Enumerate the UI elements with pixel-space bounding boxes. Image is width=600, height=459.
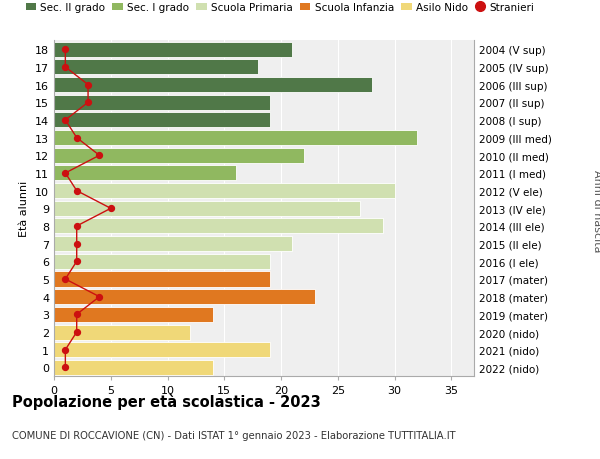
Point <box>72 329 82 336</box>
Bar <box>54 307 213 322</box>
Point <box>61 346 70 353</box>
Bar <box>54 290 315 304</box>
Bar <box>54 237 292 252</box>
Text: Anni di nascita: Anni di nascita <box>592 170 600 252</box>
Point <box>72 223 82 230</box>
Point <box>61 117 70 124</box>
Bar <box>54 43 292 58</box>
Point <box>83 82 93 89</box>
Point <box>72 188 82 195</box>
Point <box>72 241 82 248</box>
Point <box>61 276 70 283</box>
Bar <box>54 131 417 146</box>
Point <box>83 99 93 106</box>
Point <box>106 205 116 213</box>
Bar <box>54 95 269 111</box>
Bar <box>54 342 269 358</box>
Point <box>61 64 70 72</box>
Bar <box>54 360 213 375</box>
Bar <box>54 219 383 234</box>
Bar <box>54 254 269 269</box>
Bar <box>54 272 269 287</box>
Point <box>95 152 104 160</box>
Point <box>95 293 104 301</box>
Bar <box>54 148 304 163</box>
Bar <box>54 202 361 216</box>
Bar <box>54 184 395 199</box>
Text: Popolazione per età scolastica - 2023: Popolazione per età scolastica - 2023 <box>12 393 321 409</box>
Text: COMUNE DI ROCCAVIONE (CN) - Dati ISTAT 1° gennaio 2023 - Elaborazione TUTTITALIA: COMUNE DI ROCCAVIONE (CN) - Dati ISTAT 1… <box>12 431 455 440</box>
Point <box>61 170 70 177</box>
Bar <box>54 60 259 75</box>
Point <box>72 134 82 142</box>
Bar <box>54 113 269 128</box>
Legend: Sec. II grado, Sec. I grado, Scuola Primaria, Scuola Infanzia, Asilo Nido, Stran: Sec. II grado, Sec. I grado, Scuola Prim… <box>26 3 535 13</box>
Bar <box>54 325 190 340</box>
Point <box>72 258 82 265</box>
Bar <box>54 166 236 181</box>
Y-axis label: Età alunni: Età alunni <box>19 181 29 237</box>
Point <box>72 311 82 319</box>
Bar <box>54 78 372 93</box>
Point <box>61 364 70 371</box>
Point <box>61 46 70 54</box>
